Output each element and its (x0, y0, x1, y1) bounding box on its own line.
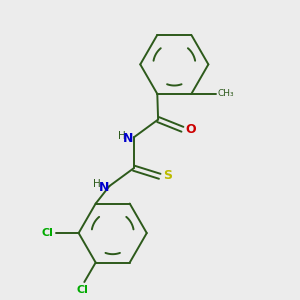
Text: H: H (93, 179, 101, 189)
Text: N: N (98, 181, 109, 194)
Text: CH₃: CH₃ (218, 89, 234, 98)
Text: O: O (186, 123, 196, 136)
Text: N: N (123, 132, 133, 145)
Text: S: S (163, 169, 172, 182)
Text: Cl: Cl (41, 228, 53, 238)
Text: Cl: Cl (77, 285, 88, 295)
Text: H: H (118, 131, 125, 141)
